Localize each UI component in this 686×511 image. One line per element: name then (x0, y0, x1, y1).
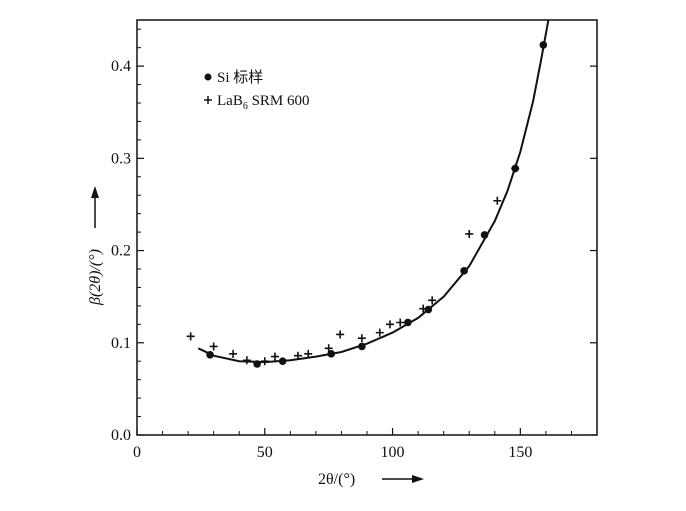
lab6-point (242, 356, 251, 365)
lab6-point (386, 320, 394, 329)
si-point (278, 357, 287, 366)
x-tick-label: 0 (133, 444, 141, 461)
x-tick-label: 150 (508, 444, 532, 461)
lab6-point (294, 351, 302, 360)
y-tick-label: 0.4 (111, 58, 131, 75)
legend-label-si: Si 标样 (217, 69, 263, 86)
lab6-point (511, 164, 520, 173)
si-point (253, 360, 261, 368)
y-tick-label: 0.0 (111, 427, 131, 444)
y-tick-label: 0.3 (111, 150, 131, 167)
lab6-point (336, 330, 345, 339)
plot-frame (136, 19, 598, 436)
si-point (480, 231, 489, 239)
y-axis-arrow-icon (91, 186, 99, 228)
y-tick-label: 0.1 (111, 335, 131, 352)
x-tick-label: 50 (257, 444, 273, 461)
legend-marker-lab6 (204, 96, 212, 104)
si-point (358, 342, 366, 351)
lab6-point (396, 318, 405, 327)
lab6-point (493, 196, 502, 205)
x-tick-label: 100 (381, 444, 405, 461)
y-axis-label: β(2θ)/(°) (87, 249, 104, 306)
si-point (206, 350, 214, 359)
lab6-point (229, 349, 238, 358)
lab6-point (324, 344, 333, 353)
lab6-point (419, 304, 428, 313)
lab6-point (209, 342, 218, 351)
x-axis-label: 2θ/(°) (318, 471, 355, 488)
legend-marker-si (204, 73, 212, 81)
x-axis-arrow-icon (382, 475, 424, 483)
lab6-point (260, 357, 269, 366)
lab6-point (271, 352, 279, 361)
si-point (460, 267, 468, 275)
legend: Si 标样 LaB6 SRM 600 (204, 69, 310, 112)
lab6-point (304, 349, 313, 358)
legend-label-lab6: LaB6 SRM 600 (217, 93, 310, 112)
si-point (539, 41, 548, 49)
lab6-point (375, 328, 384, 337)
lab6-point (428, 296, 437, 305)
lab6-point (186, 332, 195, 341)
lab6-point (465, 229, 474, 238)
y-tick-label: 0.2 (111, 243, 131, 260)
si-point (424, 305, 433, 314)
si-point (404, 318, 412, 327)
lab6-point (357, 334, 366, 343)
